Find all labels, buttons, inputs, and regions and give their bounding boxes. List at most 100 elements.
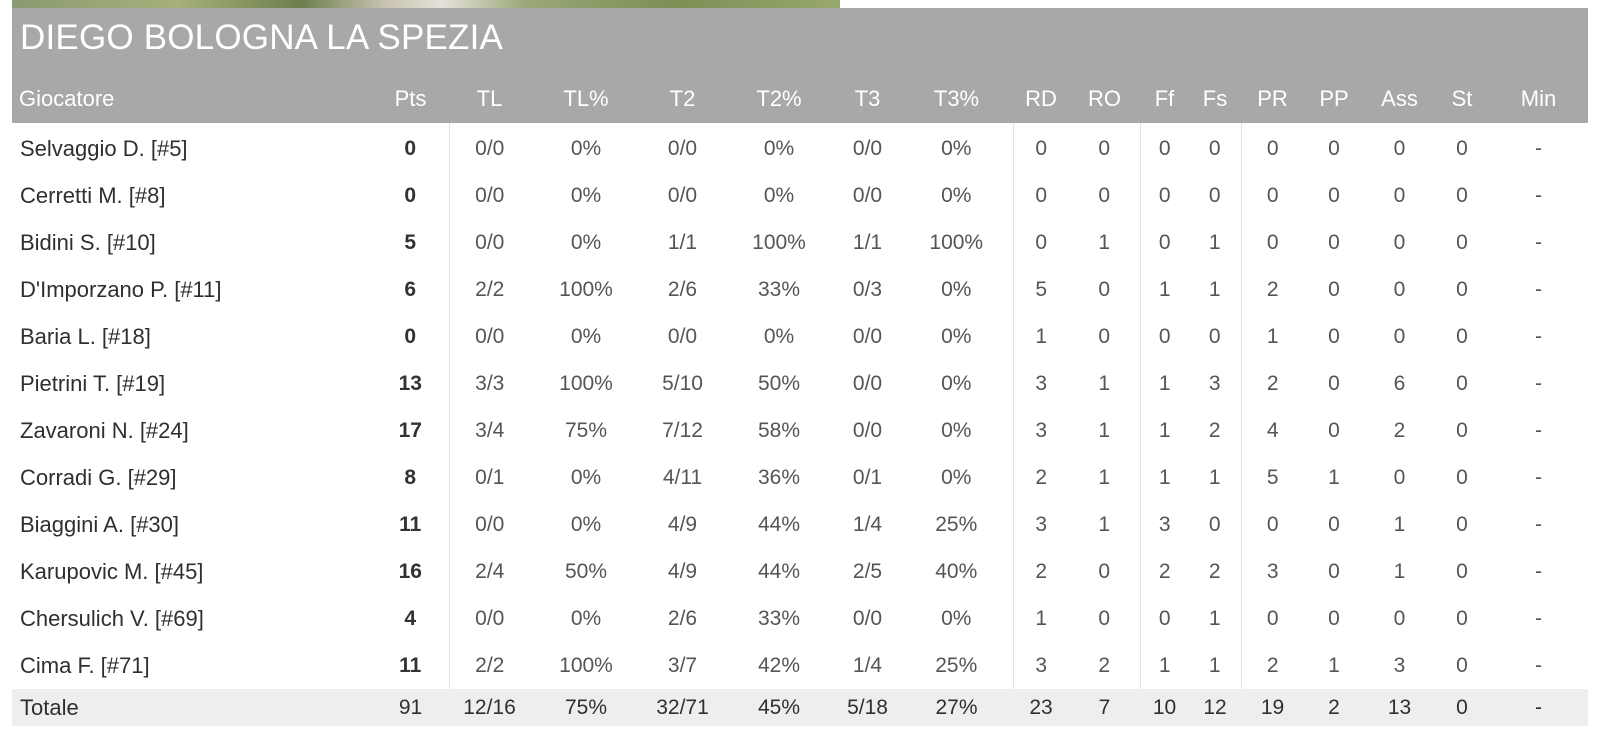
stat-cell-ro: 1 [1098, 230, 1111, 254]
stat-cell-t2: 0/0 [667, 324, 698, 348]
player-row: Chersulich V. [#69] 4 0/0 0% 2/6 33% 0/0 0% 1 0 0 1… [12, 595, 1588, 642]
stat-cell-fs: 2 [1208, 559, 1221, 583]
stat-cell-min: - [1535, 606, 1542, 630]
stat-cell-ro: 1 [1098, 371, 1111, 395]
player-name: Biaggini A. [#30] [20, 511, 180, 537]
stat-cell-ro: 0 [1098, 136, 1111, 160]
stat-cell-pts: 13 [398, 371, 422, 395]
stat-cell-rd: 1 [1012, 313, 1069, 360]
stat-cell-pp: 0 [1328, 230, 1340, 254]
stat-cell-ff: 0 [1139, 172, 1189, 219]
stat-cell-tl-pct: 0% [570, 230, 602, 254]
stat-cell-ff: 1 [1139, 407, 1189, 454]
stat-cell-t3-pct: 0% [941, 371, 972, 395]
total-cell-min: - [1489, 689, 1588, 726]
stat-cell-ff: 0 [1139, 313, 1189, 360]
stat-cell-t2-pct: 44% [757, 512, 801, 536]
total-cell-t3-pct: 27% [900, 689, 1013, 726]
stat-cell-ro: 2 [1098, 653, 1111, 677]
column-header-ro: RO [1088, 85, 1121, 111]
stat-cell-tl-pct: 100% [559, 277, 613, 301]
stat-cell-pr: 4 [1240, 407, 1304, 454]
stat-cell-rd: 0 [1012, 219, 1069, 266]
player-name: D'Imporzano P. [#11] [20, 276, 222, 302]
stat-cell-rd: 5 [1012, 266, 1069, 313]
player-name: Bidini S. [#10] [20, 229, 156, 255]
stat-cell-ro: 1 [1098, 465, 1111, 489]
stat-cell-t3-pct: 0% [941, 418, 972, 442]
stat-cell-pp: 0 [1328, 512, 1340, 536]
stat-cell-st: 0 [1456, 230, 1468, 254]
stat-cell-tl-pct: 0% [570, 136, 602, 160]
table-header: Giocatore Pts TL TL% T2 T2% T3 T3% RD RO Ff Fs PR PP A… [12, 74, 1588, 123]
stat-cell-ass: 0 [1393, 606, 1406, 630]
stat-cell-ass: 0 [1393, 230, 1406, 254]
stat-cell-t2: 2/6 [667, 277, 698, 301]
stat-cell-t3: 1/1 [852, 230, 883, 254]
stat-cell-tl: 2/4 [448, 548, 530, 595]
stat-cell-st: 0 [1456, 512, 1468, 536]
stat-cell-min: - [1535, 277, 1542, 301]
stat-cell-pr: 0 [1240, 219, 1304, 266]
stat-cell-t3: 0/0 [852, 183, 883, 207]
player-row: Bidini S. [#10] 5 0/0 0% 1/1 100% 1/1 100% 0 1 0 1 0… [12, 219, 1588, 266]
stat-cell-st: 0 [1456, 371, 1468, 395]
stat-cell-tl: 3/4 [448, 407, 530, 454]
column-header-t2-pct: T2% [756, 85, 802, 111]
stat-cell-rd: 3 [1012, 501, 1069, 548]
stat-cell-tl: 0/0 [448, 595, 530, 642]
stat-cell-ro: 0 [1098, 183, 1111, 207]
player-name: Zavaroni N. [#24] [20, 417, 189, 443]
stat-cell-t2: 4/9 [667, 559, 698, 583]
stat-cell-ff: 1 [1139, 454, 1189, 501]
stat-cell-t3: 0/0 [852, 606, 883, 630]
player-name: Chersulich V. [#69] [20, 605, 204, 631]
player-name: Cima F. [#71] [20, 652, 150, 678]
stat-cell-min: - [1535, 324, 1542, 348]
stat-cell-pr: 1 [1240, 313, 1304, 360]
stat-cell-tl-pct: 0% [570, 606, 602, 630]
stat-cell-t2: 0/0 [667, 183, 698, 207]
stat-cell-st: 0 [1456, 418, 1468, 442]
stat-cell-fs: 2 [1208, 418, 1221, 442]
stat-cell-t2: 4/11 [662, 465, 703, 489]
stat-cell-pr: 3 [1240, 548, 1304, 595]
stat-cell-t2-pct: 33% [757, 606, 801, 630]
stat-cell-tl-pct: 100% [559, 371, 613, 395]
stat-cell-fs: 1 [1208, 230, 1221, 254]
stat-cell-ff: 0 [1139, 595, 1189, 642]
stat-cell-t3-pct: 100% [929, 230, 984, 254]
header-row: Giocatore Pts TL TL% T2 T2% T3 T3% RD RO Ff Fs PR PP A… [12, 74, 1588, 123]
stat-cell-tl-pct: 0% [570, 324, 602, 348]
stat-cell-min: - [1535, 418, 1542, 442]
stat-cell-t3-pct: 0% [941, 183, 972, 207]
column-header-pp: PP [1319, 85, 1349, 111]
stat-cell-t3: 0/0 [852, 136, 883, 160]
team-title: DIEGO BOLOGNA LA SPEZIA [20, 18, 504, 57]
stat-cell-st: 0 [1456, 324, 1468, 348]
stat-cell-pts: 6 [404, 277, 417, 301]
total-cell-tl-pct: 75% [530, 689, 642, 726]
stat-cell-t2: 5/10 [662, 371, 703, 395]
column-header-tl: TL [476, 85, 503, 111]
stat-cell-pr: 0 [1240, 123, 1304, 172]
stat-cell-fs: 1 [1208, 653, 1221, 677]
stat-cell-ff: 0 [1139, 123, 1189, 172]
stat-cell-t2-pct: 44% [757, 559, 801, 583]
stat-cell-t3: 0/0 [852, 418, 883, 442]
stat-cell-ass: 0 [1393, 183, 1406, 207]
stat-cell-pp: 0 [1328, 559, 1340, 583]
stat-cell-t3-pct: 0% [941, 136, 972, 160]
stat-cell-fs: 0 [1208, 136, 1221, 160]
stat-cell-t2-pct: 42% [757, 653, 801, 677]
stat-cell-tl: 0/0 [448, 313, 530, 360]
total-cell-pts: 91 [372, 689, 449, 726]
stat-cell-ass: 3 [1393, 653, 1406, 677]
header-photo-strip [12, 0, 840, 8]
stat-cell-pts: 0 [404, 136, 417, 160]
stat-cell-pr: 2 [1240, 360, 1304, 407]
stat-cell-min: - [1535, 559, 1542, 583]
stat-cell-tl: 0/0 [448, 172, 530, 219]
stat-cell-min: - [1535, 230, 1542, 254]
player-row: D'Imporzano P. [#11] 6 2/2 100% 2/6 33% 0/3 0% 5… [12, 266, 1588, 313]
